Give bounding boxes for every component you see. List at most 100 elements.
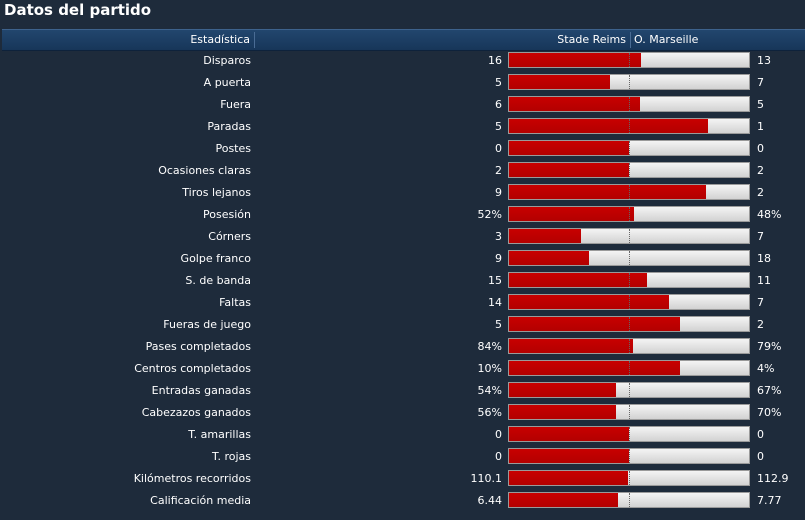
stat-row: Córners 3 7 <box>0 226 805 248</box>
away-value: 79% <box>757 340 782 353</box>
comparison-bar <box>508 448 750 464</box>
stat-row: Cabezazos ganados 56% 70% <box>0 402 805 424</box>
home-value: 3 <box>495 230 502 243</box>
away-value: 0 <box>757 428 764 441</box>
home-share-fill <box>509 207 634 221</box>
home-share-fill <box>509 317 681 331</box>
away-value: 2 <box>757 164 764 177</box>
comparison-bar <box>508 360 750 376</box>
home-share-fill <box>509 185 706 199</box>
column-header-stat[interactable]: Estadística <box>190 33 250 46</box>
bar-midline <box>629 141 630 155</box>
home-value: 84% <box>477 340 502 353</box>
bar-midline <box>629 185 630 199</box>
stat-row: Tiros lejanos 9 2 <box>0 182 805 204</box>
comparison-bar <box>508 338 750 354</box>
stat-row: Postes 0 0 <box>0 138 805 160</box>
away-value: 5 <box>757 98 764 111</box>
stat-row: Centros completados 10% 4% <box>0 358 805 380</box>
away-value: 18 <box>757 252 771 265</box>
home-value: 9 <box>495 186 502 199</box>
column-divider <box>630 32 631 48</box>
stat-row: Ocasiones claras 2 2 <box>0 160 805 182</box>
stat-label: Fueras de juego <box>163 318 251 331</box>
column-header-away-team[interactable]: O. Marseille <box>634 33 699 46</box>
bar-midline <box>629 97 630 111</box>
bar-midline <box>629 119 630 133</box>
stat-row: A puerta 5 7 <box>0 72 805 94</box>
bar-midline <box>629 207 630 221</box>
bar-midline <box>629 273 630 287</box>
stat-label: Golpe franco <box>180 252 251 265</box>
bar-midline <box>629 251 630 265</box>
home-share-fill <box>509 427 629 441</box>
bar-midline <box>629 295 630 309</box>
stat-label: Cabezazos ganados <box>141 406 251 419</box>
stat-label: Córners <box>208 230 251 243</box>
stat-row: Kilómetros recorridos 110.1 112.9 <box>0 468 805 490</box>
home-share-fill <box>509 251 589 265</box>
home-share-fill <box>509 383 617 397</box>
home-share-fill <box>509 339 633 353</box>
away-value: 7 <box>757 230 764 243</box>
home-value: 9 <box>495 252 502 265</box>
comparison-bar <box>508 74 750 90</box>
home-share-fill <box>509 273 648 287</box>
stat-label: Kilómetros recorridos <box>133 472 251 485</box>
stat-label: Ocasiones claras <box>158 164 251 177</box>
stat-row: Fueras de juego 5 2 <box>0 314 805 336</box>
stat-label: T. amarillas <box>188 428 251 441</box>
away-value: 1 <box>757 120 764 133</box>
comparison-bar <box>508 382 750 398</box>
stat-label: Pases completados <box>145 340 251 353</box>
home-value: 6 <box>495 98 502 111</box>
home-value: 5 <box>495 318 502 331</box>
home-value: 10% <box>477 362 502 375</box>
comparison-bar <box>508 184 750 200</box>
bar-midline <box>629 317 630 331</box>
away-value: 112.9 <box>757 472 789 485</box>
away-value: 2 <box>757 186 764 199</box>
home-share-fill <box>509 163 629 177</box>
home-value: 0 <box>495 142 502 155</box>
home-value: 6.44 <box>477 494 503 507</box>
home-value: 15 <box>488 274 502 287</box>
comparison-bar <box>508 206 750 222</box>
stat-row: Disparos 16 13 <box>0 50 805 72</box>
away-value: 2 <box>757 318 764 331</box>
home-value: 16 <box>488 54 502 67</box>
stat-label: Disparos <box>203 54 251 67</box>
stat-label: Posesión <box>203 208 251 221</box>
away-value: 67% <box>757 384 782 397</box>
stat-label: Paradas <box>207 120 251 133</box>
stat-row: Calificación media 6.44 7.77 <box>0 490 805 512</box>
home-share-fill <box>509 471 628 485</box>
stat-label: Postes <box>215 142 251 155</box>
stat-row: Paradas 5 1 <box>0 116 805 138</box>
home-value: 14 <box>488 296 502 309</box>
home-share-fill <box>509 405 616 419</box>
stat-row: Fuera 6 5 <box>0 94 805 116</box>
bar-midline <box>629 493 630 507</box>
stat-label: Tiros lejanos <box>182 186 251 199</box>
home-value: 2 <box>495 164 502 177</box>
home-value: 5 <box>495 120 502 133</box>
stat-label: T. rojas <box>212 450 251 463</box>
bar-midline <box>629 383 630 397</box>
home-value: 0 <box>495 450 502 463</box>
home-value: 52% <box>477 208 502 221</box>
bar-midline <box>629 427 630 441</box>
stat-row: Faltas 14 7 <box>0 292 805 314</box>
comparison-bar <box>508 404 750 420</box>
home-value: 110.1 <box>470 472 503 485</box>
comparison-bar <box>508 228 750 244</box>
stat-row: Entradas ganadas 54% 67% <box>0 380 805 402</box>
stat-row: T. rojas 0 0 <box>0 446 805 468</box>
comparison-bar <box>508 250 750 266</box>
stat-row: T. amarillas 0 0 <box>0 424 805 446</box>
bar-midline <box>629 75 630 89</box>
stat-label: Centros completados <box>134 362 251 375</box>
bar-midline <box>629 361 630 375</box>
comparison-bar <box>508 96 750 112</box>
column-header-home-team[interactable]: Stade Reims <box>557 33 626 46</box>
